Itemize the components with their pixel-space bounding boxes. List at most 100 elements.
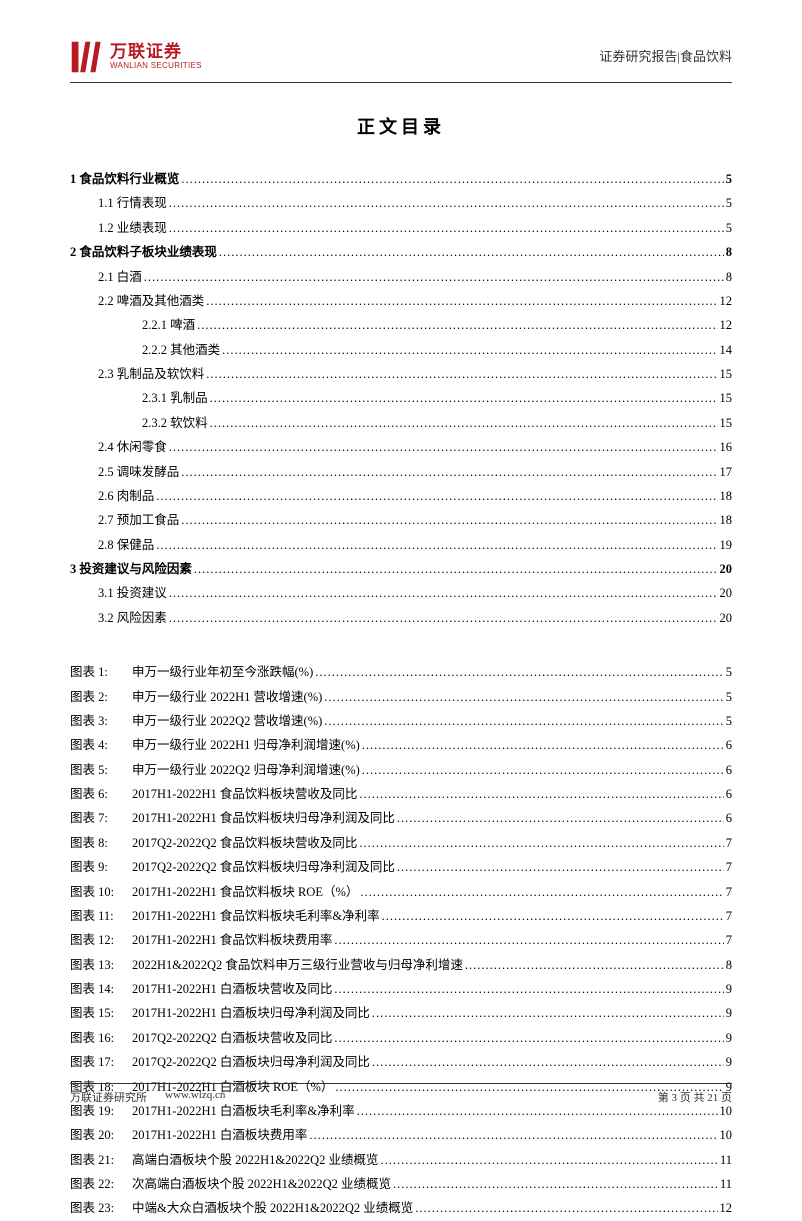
toc-heading: 正文目录 bbox=[70, 113, 732, 139]
toc-row: 2.3.1 乳制品15 bbox=[70, 386, 732, 410]
figure-row: 图表 7:2017H1-2022H1 食品饮料板块归母净利润及同比6 bbox=[70, 806, 732, 830]
figure-title: 申万一级行业 2022Q2 归母净利润增速(%) bbox=[132, 758, 360, 782]
figure-title: 2017H1-2022H1 食品饮料板块费用率 bbox=[132, 928, 332, 952]
toc-row: 1 食品饮料行业概览5 bbox=[70, 167, 732, 191]
figure-dots bbox=[315, 660, 724, 684]
figure-page: 9 bbox=[726, 977, 732, 1001]
toc-page: 5 bbox=[726, 216, 732, 240]
figure-page: 11 bbox=[720, 1172, 732, 1196]
toc-dots bbox=[181, 508, 717, 532]
figure-list: 图表 1:申万一级行业年初至今涨跌幅(%)5图表 2:申万一级行业 2022H1… bbox=[70, 660, 732, 1221]
toc-row: 2.3 乳制品及软饮料 15 bbox=[70, 362, 732, 386]
toc-dots bbox=[197, 313, 717, 337]
toc-label: 2.4 休闲零食 bbox=[98, 435, 167, 459]
figure-page: 12 bbox=[720, 1196, 733, 1220]
figure-dots bbox=[324, 709, 723, 733]
footer-org: 万联证券研究所 bbox=[70, 1089, 147, 1105]
figure-title: 2017H1-2022H1 食品饮料板块归母净利润及同比 bbox=[132, 806, 395, 830]
figure-number: 图表 1: bbox=[70, 660, 132, 684]
figure-page: 7 bbox=[726, 928, 732, 952]
figure-dots bbox=[372, 1050, 724, 1074]
figure-dots bbox=[372, 1001, 724, 1025]
toc-label: 3.2 风险因素 bbox=[98, 606, 167, 630]
figure-number: 图表 12: bbox=[70, 928, 132, 952]
figure-dots bbox=[362, 758, 724, 782]
figure-number: 图表 10: bbox=[70, 880, 132, 904]
figure-row: 图表 16:2017Q2-2022Q2 白酒板块营收及同比9 bbox=[70, 1026, 732, 1050]
figure-page: 6 bbox=[726, 733, 732, 757]
figure-title: 2017H1-2022H1 食品饮料板块毛利率&净利率 bbox=[132, 904, 380, 928]
footer-pager: 第 3 页 共 21 页 bbox=[658, 1089, 732, 1105]
toc-dots bbox=[194, 557, 718, 581]
toc-dots bbox=[169, 191, 724, 215]
toc-label: 2.2.2 其他酒类 bbox=[142, 338, 220, 362]
figure-title: 2017H1-2022H1 白酒板块费用率 bbox=[132, 1123, 307, 1147]
toc-row: 2.2 啤酒及其他酒类 12 bbox=[70, 289, 732, 313]
toc-label: 2.3 乳制品及软饮料 bbox=[98, 362, 204, 386]
figure-row: 图表 10:2017H1-2022H1 食品饮料板块 ROE（%）7 bbox=[70, 880, 732, 904]
toc-dots bbox=[206, 362, 717, 386]
figure-dots bbox=[360, 880, 723, 904]
figure-number: 图表 13: bbox=[70, 953, 132, 977]
figure-number: 图表 3: bbox=[70, 709, 132, 733]
figure-number: 图表 22: bbox=[70, 1172, 132, 1196]
toc-page: 15 bbox=[720, 362, 733, 386]
toc-row: 3.1 投资建议20 bbox=[70, 581, 732, 605]
toc-row: 3 投资建议与风险因素20 bbox=[70, 557, 732, 581]
toc-dots bbox=[210, 411, 718, 435]
toc-page: 15 bbox=[720, 386, 733, 410]
toc-page: 5 bbox=[726, 167, 732, 191]
toc-label: 2.6 肉制品 bbox=[98, 484, 154, 508]
toc-page: 12 bbox=[720, 289, 733, 313]
toc-row: 3.2 风险因素 20 bbox=[70, 606, 732, 630]
toc-dots bbox=[181, 167, 723, 191]
figure-row: 图表 11:2017H1-2022H1 食品饮料板块毛利率&净利率7 bbox=[70, 904, 732, 928]
toc-page: 18 bbox=[720, 484, 733, 508]
figure-title: 申万一级行业 2022H1 归母净利润增速(%) bbox=[132, 733, 360, 757]
toc-label: 2.1 白酒 bbox=[98, 265, 142, 289]
figure-number: 图表 2: bbox=[70, 685, 132, 709]
figure-page: 7 bbox=[726, 831, 732, 855]
figure-dots bbox=[334, 1026, 723, 1050]
figure-dots bbox=[415, 1196, 717, 1220]
figure-title: 2017H1-2022H1 白酒板块营收及同比 bbox=[132, 977, 332, 1001]
toc-page: 20 bbox=[720, 606, 733, 630]
figure-page: 11 bbox=[720, 1148, 732, 1172]
figure-dots bbox=[324, 685, 723, 709]
toc-page: 8 bbox=[726, 265, 732, 289]
toc-dots bbox=[144, 265, 724, 289]
toc-page: 16 bbox=[720, 435, 733, 459]
figure-page: 5 bbox=[726, 660, 732, 684]
toc-label: 2.2.1 啤酒 bbox=[142, 313, 195, 337]
toc-dots bbox=[210, 386, 718, 410]
wanlian-logo-icon bbox=[70, 40, 104, 74]
toc-dots bbox=[222, 338, 717, 362]
figure-page: 9 bbox=[726, 1001, 732, 1025]
toc-row: 1.2 业绩表现5 bbox=[70, 216, 732, 240]
figure-row: 图表 2:申万一级行业 2022H1 营收增速(%)5 bbox=[70, 685, 732, 709]
figure-dots bbox=[362, 733, 724, 757]
toc-row: 1.1 行情表现5 bbox=[70, 191, 732, 215]
figure-row: 图表 5:申万一级行业 2022Q2 归母净利润增速(%)6 bbox=[70, 758, 732, 782]
toc-label: 2.2 啤酒及其他酒类 bbox=[98, 289, 204, 313]
toc-page: 15 bbox=[720, 411, 733, 435]
figure-row: 图表 17:2017Q2-2022Q2 白酒板块归母净利润及同比9 bbox=[70, 1050, 732, 1074]
toc-row: 2.7 预加工食品18 bbox=[70, 508, 732, 532]
figure-row: 图表 22:次高端白酒板块个股 2022H1&2022Q2 业绩概览11 bbox=[70, 1172, 732, 1196]
toc-label: 2.8 保健品 bbox=[98, 533, 154, 557]
figure-title: 2017H1-2022H1 食品饮料板块 ROE（%） bbox=[132, 880, 358, 904]
toc-row: 2.8 保健品 19 bbox=[70, 533, 732, 557]
figure-row: 图表 6:2017H1-2022H1 食品饮料板块营收及同比6 bbox=[70, 782, 732, 806]
figure-dots bbox=[359, 831, 723, 855]
page: 万联证券 WANLIAN SECURITIES 证券研究报告|食品饮料 正文目录… bbox=[0, 0, 802, 1133]
toc-dots bbox=[206, 289, 717, 313]
toc-label: 1.1 行情表现 bbox=[98, 191, 167, 215]
figure-number: 图表 7: bbox=[70, 806, 132, 830]
figure-title: 高端白酒板块个股 2022H1&2022Q2 业绩概览 bbox=[132, 1148, 379, 1172]
toc-page: 18 bbox=[720, 508, 733, 532]
toc-page: 19 bbox=[720, 533, 733, 557]
toc-dots bbox=[169, 581, 718, 605]
toc-dots bbox=[181, 460, 717, 484]
toc-page: 12 bbox=[720, 313, 733, 337]
figure-page: 9 bbox=[726, 1026, 732, 1050]
